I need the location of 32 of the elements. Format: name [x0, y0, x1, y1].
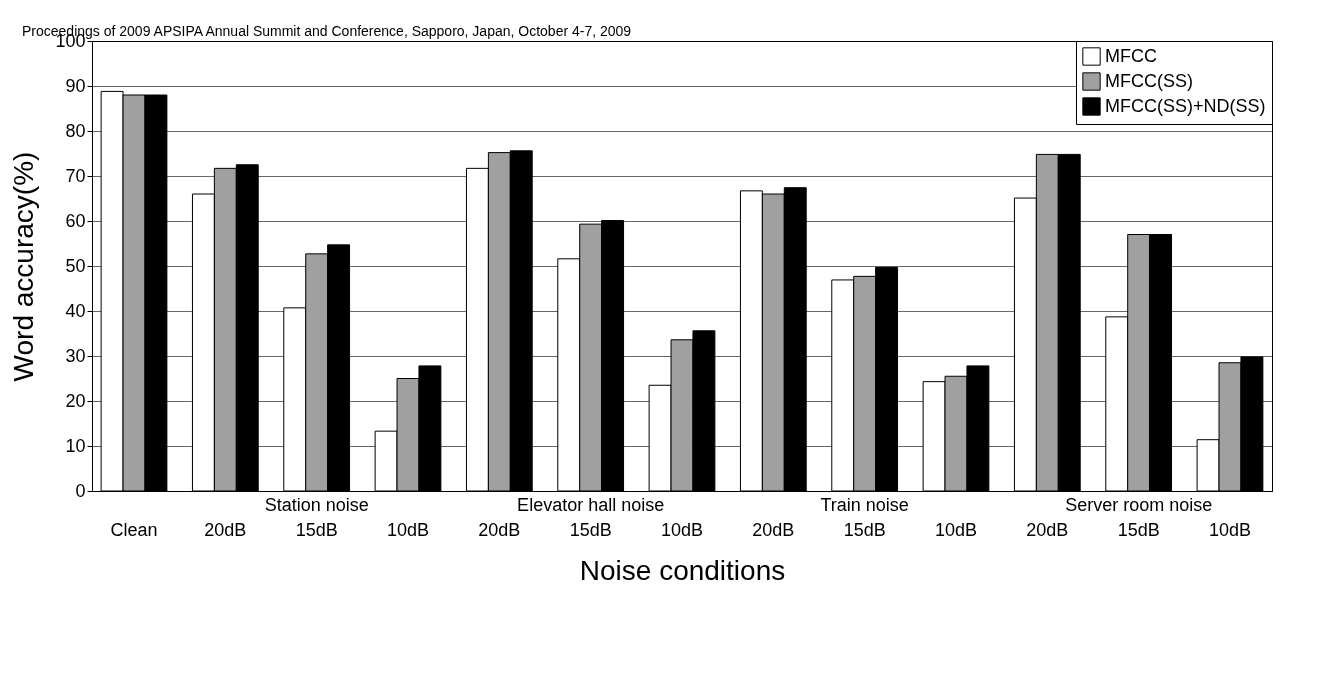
y-tick-label: 0 — [75, 480, 86, 501]
x-tick-label: 10dB — [934, 519, 978, 540]
y-tick-label: 50 — [65, 255, 86, 276]
y-tick-label: 30 — [65, 345, 86, 366]
y-axis-title: Word accuracy(%) — [8, 151, 40, 382]
y-tick-label: 80 — [65, 120, 86, 141]
y-tick-label: 20 — [65, 390, 86, 411]
text: Elevator hall noise — [517, 495, 665, 515]
x-tick-label: 10dB — [660, 519, 704, 540]
y-tick-label: 90 — [65, 75, 86, 96]
x-tick-label: 20dB — [1026, 519, 1069, 540]
x-tick-label: 15dB — [569, 519, 612, 540]
text: Server room noise — [1065, 495, 1213, 515]
x-tick-label: 15dB — [295, 519, 338, 540]
x-axis-title: Noise conditions — [579, 554, 786, 586]
legend-label: MFCC(SS)+ND(SS) — [1105, 95, 1266, 116]
x-tick-label: 15dB — [843, 519, 886, 540]
x-tick-label: 10dB — [1208, 519, 1252, 540]
legend-label: MFCC — [1105, 45, 1157, 66]
text: Station noise — [264, 495, 369, 515]
y-tick-label: 10 — [65, 435, 86, 456]
y-tick-label: 40 — [65, 300, 86, 321]
x-tick-label: Clean — [110, 519, 158, 540]
legend-label: MFCC(SS) — [1105, 70, 1193, 91]
x-tick-label: 20dB — [478, 519, 521, 540]
x-tick-label: 20dB — [204, 519, 247, 540]
y-tick-label: 60 — [65, 210, 86, 231]
x-tick-label: 20dB — [752, 519, 795, 540]
text: Train noise — [820, 495, 909, 515]
y-tick-label: 70 — [65, 165, 86, 186]
x-tick-label: 10dB — [386, 519, 430, 540]
x-tick-label: 15dB — [1117, 519, 1160, 540]
